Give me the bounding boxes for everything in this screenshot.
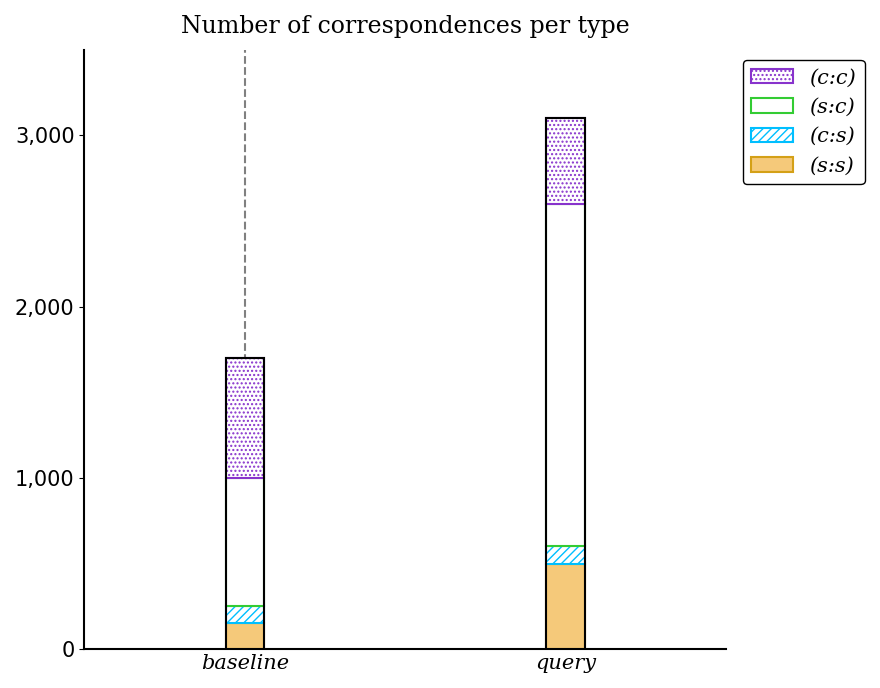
Legend: (c:c), (s:c), (c:s), (s:s): (c:c), (s:c), (c:s), (s:s) [743,60,864,184]
Bar [225,478,264,606]
Bar [546,118,585,649]
Bar [546,563,585,649]
Bar [546,204,585,546]
Bar [225,358,264,649]
Bar [225,606,264,623]
Bar [546,118,585,204]
Title: Number of correspondences per type: Number of correspondences per type [180,15,629,38]
Bar [225,623,264,649]
Bar [546,546,585,563]
Bar [225,358,264,478]
